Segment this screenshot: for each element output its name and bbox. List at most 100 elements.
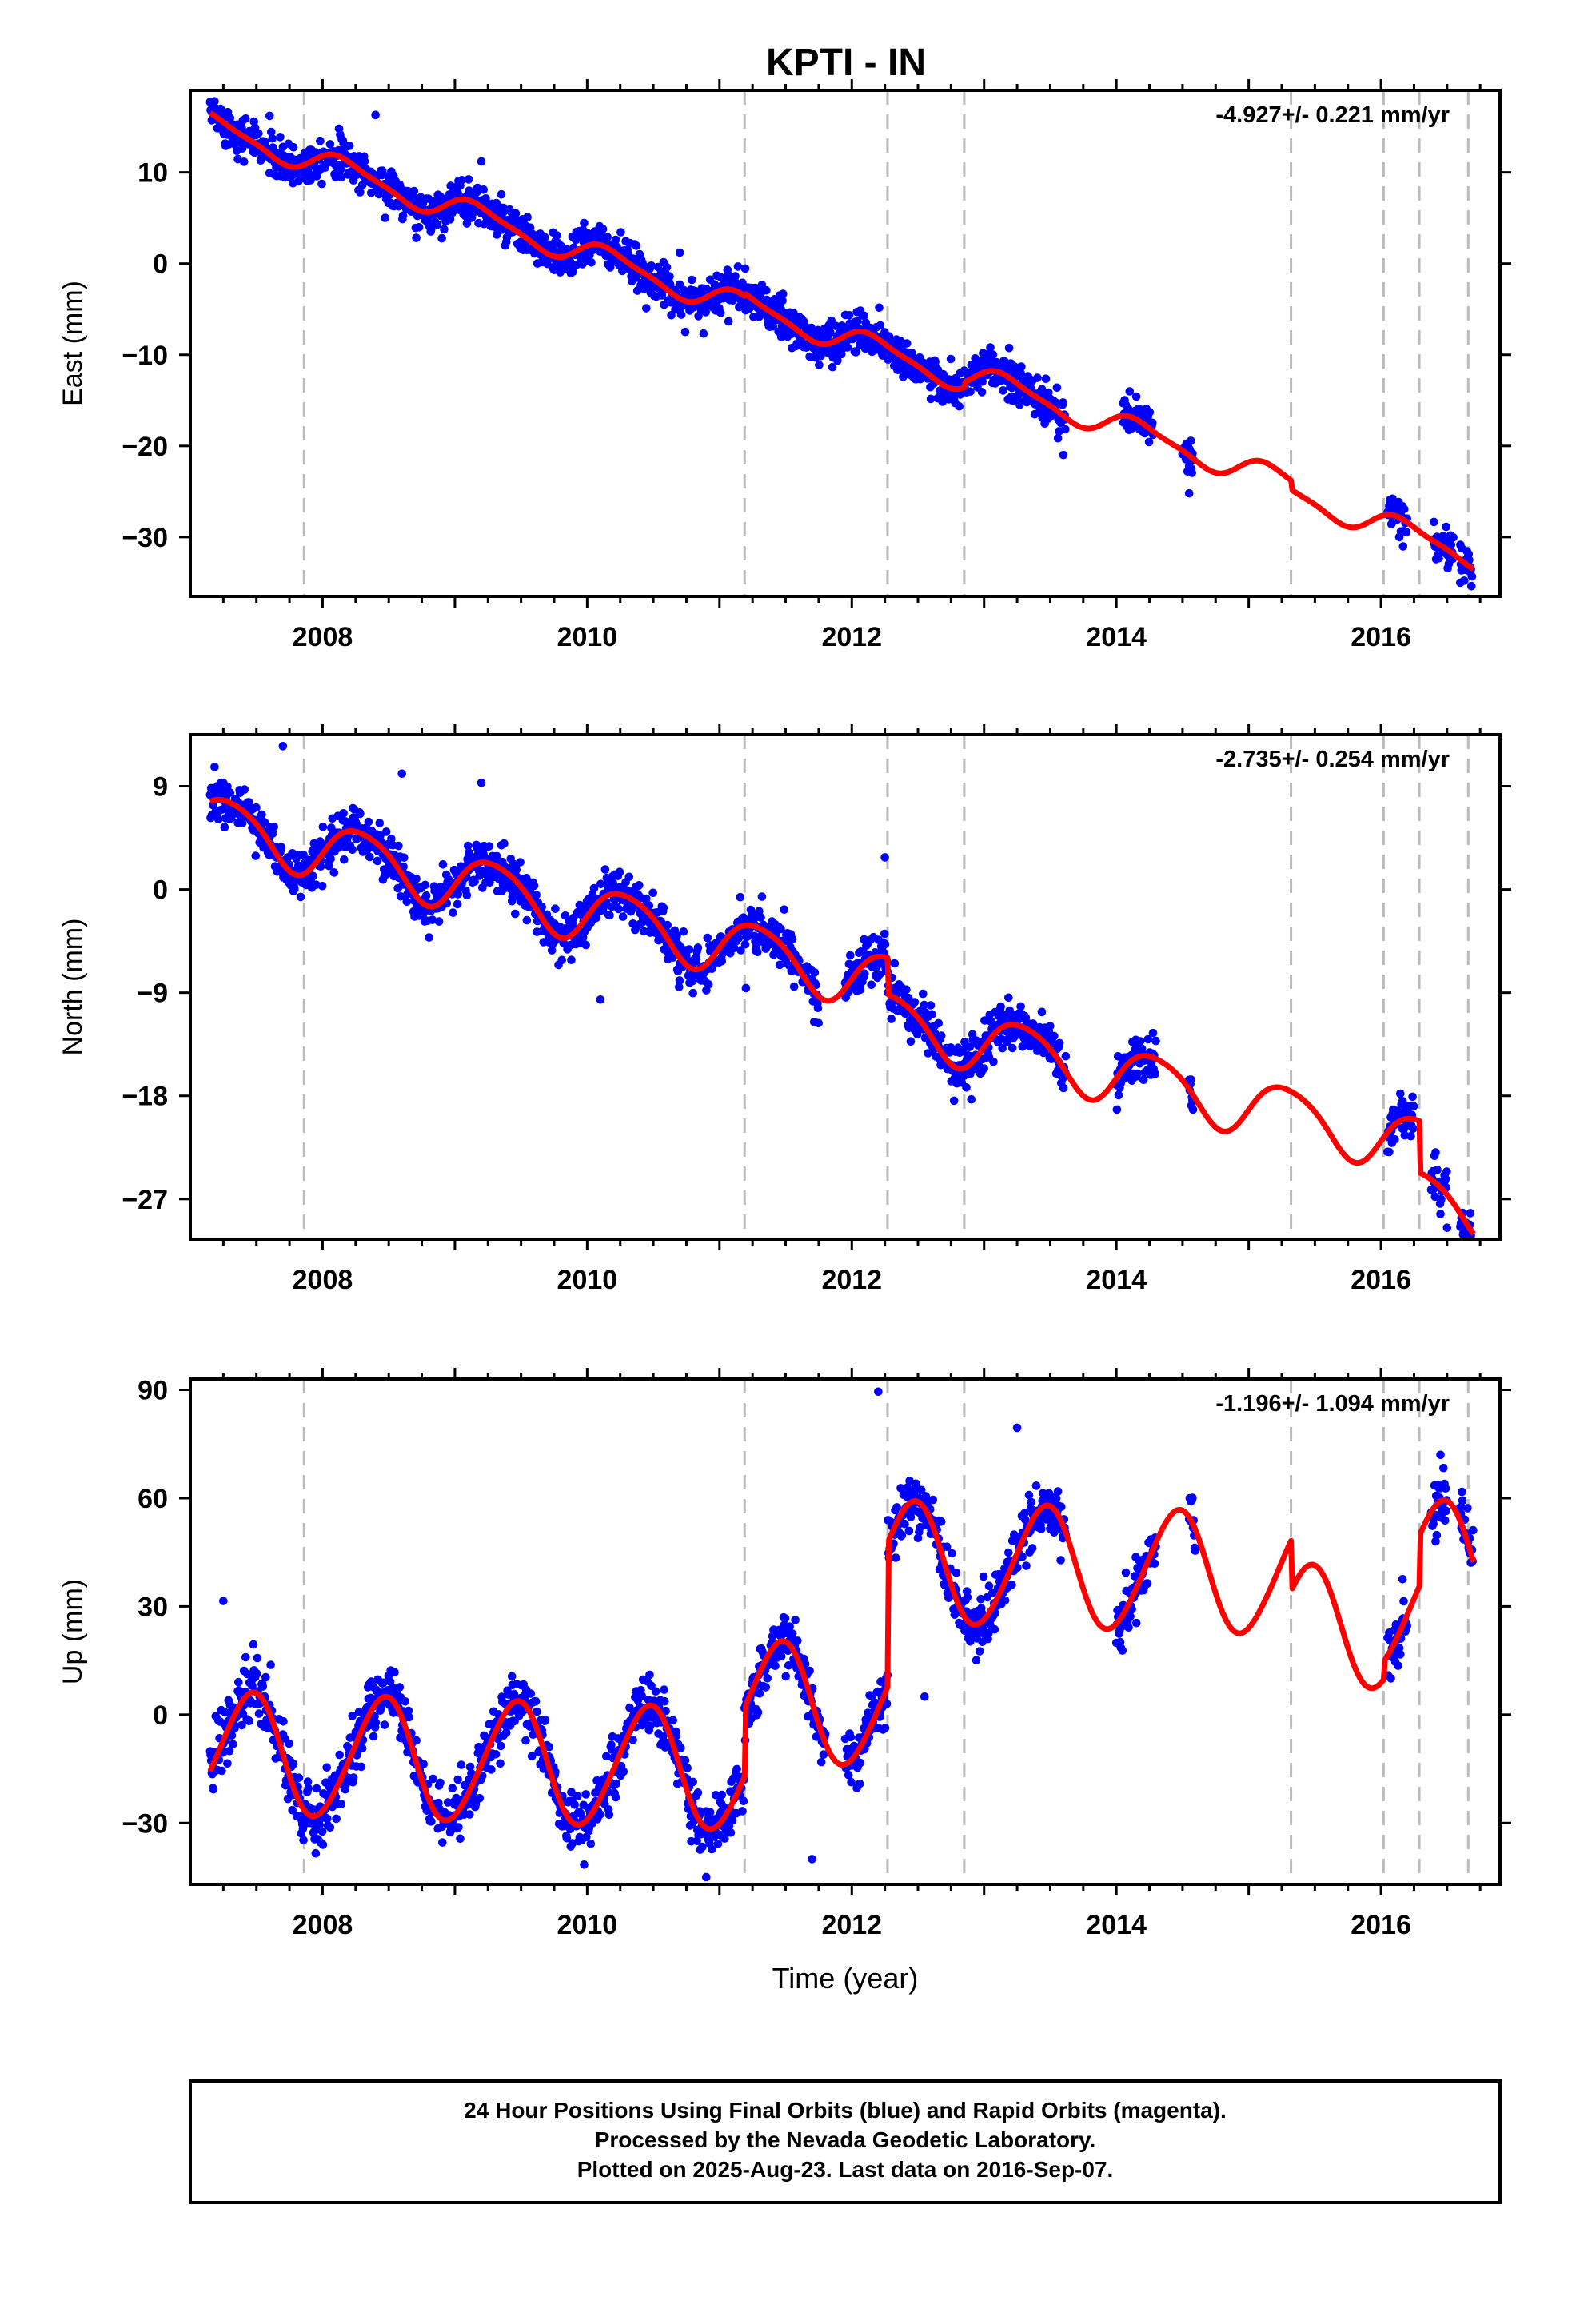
data-point	[581, 941, 590, 950]
data-point	[762, 286, 771, 295]
data-point	[947, 355, 956, 364]
data-point	[718, 1791, 727, 1800]
data-point	[683, 1764, 692, 1772]
data-point	[694, 943, 703, 952]
x-tick-label: 2016	[1351, 622, 1411, 652]
data-point	[681, 328, 690, 337]
x-tick-label: 2008	[293, 1265, 353, 1295]
data-point	[781, 1672, 790, 1681]
data-point	[1187, 436, 1195, 445]
data-point	[605, 911, 614, 920]
data-point	[1400, 504, 1409, 513]
data-point	[497, 1742, 505, 1751]
data-point	[892, 1553, 900, 1562]
data-point	[397, 769, 406, 778]
y-tick-label: 0	[153, 875, 168, 906]
data-point	[642, 304, 651, 313]
data-point	[305, 1784, 313, 1793]
data-point	[1151, 1070, 1160, 1078]
data-point	[928, 1011, 936, 1019]
data-point	[753, 948, 762, 957]
data-point	[714, 1840, 723, 1848]
data-point	[660, 1697, 669, 1706]
data-point	[381, 1720, 389, 1729]
data-point	[376, 819, 385, 827]
data-point	[259, 1682, 268, 1691]
data-point	[1396, 1090, 1405, 1098]
data-point	[1449, 533, 1458, 542]
data-point	[845, 311, 854, 320]
data-point	[257, 811, 266, 819]
data-point	[209, 1785, 218, 1794]
data-point	[421, 881, 429, 890]
data-point	[688, 989, 697, 998]
data-point	[741, 940, 750, 949]
data-point	[492, 1750, 501, 1759]
data-point	[285, 1740, 293, 1748]
data-point	[449, 908, 457, 917]
data-point	[616, 228, 625, 237]
data-point	[793, 1636, 802, 1645]
data-point	[405, 1713, 413, 1722]
data-point	[681, 1756, 690, 1765]
data-point	[1050, 1032, 1059, 1041]
data-point	[357, 1763, 366, 1772]
data-point	[403, 898, 412, 907]
data-point	[437, 234, 446, 243]
data-point	[425, 933, 433, 942]
data-point	[332, 1815, 341, 1824]
data-point	[902, 986, 911, 995]
data-point	[1126, 387, 1135, 396]
data-point	[728, 1816, 737, 1825]
data-point	[345, 142, 354, 150]
rate-annotation: -4.927+/- 0.221 mm/yr	[1215, 102, 1450, 128]
data-point	[456, 1835, 465, 1844]
data-point	[625, 873, 634, 882]
data-point	[616, 867, 624, 876]
data-point	[612, 236, 620, 245]
x-tick-label: 2010	[557, 1265, 618, 1295]
data-point	[485, 842, 493, 851]
data-point	[1132, 393, 1141, 401]
data-point	[381, 213, 389, 222]
data-point	[570, 1800, 579, 1809]
data-point	[856, 1759, 865, 1768]
data-point	[718, 957, 727, 966]
data-point	[1059, 451, 1068, 460]
data-point	[252, 851, 261, 860]
data-point	[551, 904, 560, 913]
data-point	[754, 1708, 763, 1716]
data-point	[454, 1823, 463, 1832]
data-point	[361, 157, 369, 166]
data-point	[1189, 1106, 1198, 1114]
data-point	[758, 892, 767, 901]
data-point	[632, 241, 641, 250]
data-point	[980, 1064, 988, 1073]
data-point	[756, 913, 765, 922]
x-tick-label: 2012	[821, 1265, 882, 1295]
data-point	[276, 133, 285, 142]
data-point	[223, 1760, 232, 1768]
data-point	[978, 388, 987, 397]
data-point	[1185, 489, 1194, 498]
data-point	[523, 916, 532, 925]
data-point	[337, 1800, 346, 1808]
data-point	[229, 1740, 237, 1749]
data-point	[948, 1549, 956, 1558]
data-point	[1149, 1029, 1158, 1038]
data-point	[340, 855, 349, 864]
data-point	[1431, 1148, 1440, 1157]
data-point	[1385, 1148, 1394, 1157]
data-point	[279, 742, 288, 751]
data-point	[1402, 528, 1411, 536]
data-point	[371, 110, 380, 119]
data-point	[1113, 1106, 1122, 1114]
data-point	[860, 312, 868, 321]
data-point	[580, 1860, 589, 1869]
data-point	[937, 1031, 946, 1040]
data-point	[934, 1019, 943, 1028]
data-point	[415, 223, 424, 232]
data-point	[465, 175, 473, 184]
